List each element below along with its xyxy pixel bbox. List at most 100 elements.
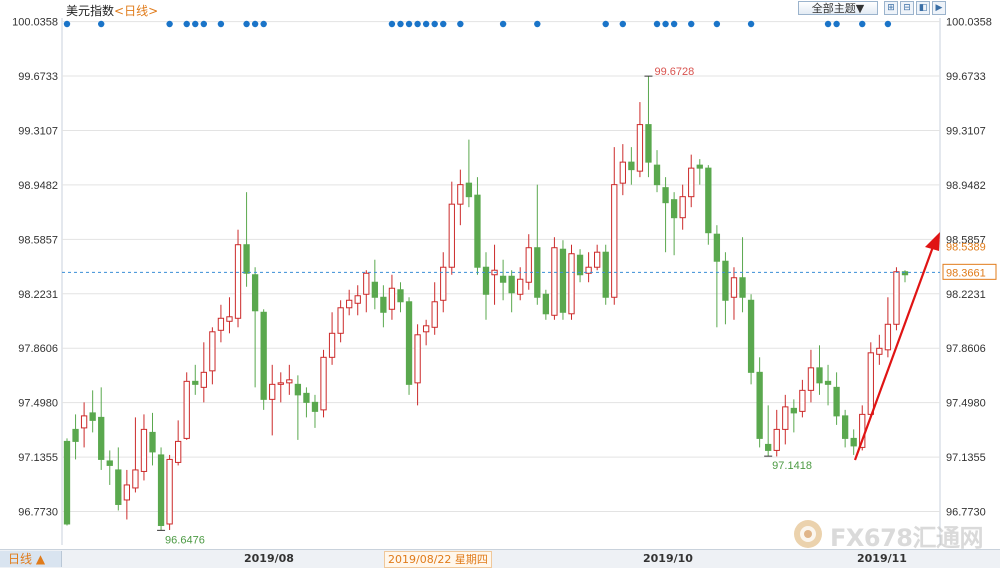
y-tick-label-left: 98.2231 <box>18 289 58 301</box>
y-tick-label-right: 97.4980 <box>946 398 986 410</box>
logo-icon <box>794 520 822 548</box>
candle-body <box>149 431 156 453</box>
candle-body <box>200 371 207 388</box>
candle-body <box>893 271 900 325</box>
candle-body <box>611 184 618 298</box>
candle-body <box>551 247 558 316</box>
candle-body <box>166 458 173 525</box>
candle-body <box>568 253 575 315</box>
event-marker-dot <box>431 20 438 28</box>
x-label-aug: 2019/08 <box>244 552 294 565</box>
event-marker-dot <box>884 20 892 28</box>
candle-body <box>337 307 344 334</box>
candle-body <box>132 469 139 489</box>
candle-body <box>260 311 267 400</box>
candle-body <box>841 415 849 439</box>
chart-header: 美元指数<日线> 全部主题▼ ⊞ ⊟ ◧ ▶ <box>0 0 1000 18</box>
candle-body <box>782 406 789 430</box>
candle-body <box>448 203 455 268</box>
event-marker-dot <box>243 20 250 28</box>
candle-body <box>251 274 259 312</box>
event-marker-dot <box>440 20 447 28</box>
candle-body <box>72 428 79 442</box>
cursor-date-label: 2019/08/22 星期四 <box>384 551 492 568</box>
candle-body <box>482 266 490 295</box>
candle-body <box>80 415 88 429</box>
candle-body <box>594 251 601 268</box>
candle-body <box>765 443 772 451</box>
high-annotation: 99.6728 <box>654 66 694 78</box>
event-marker-dot <box>98 20 105 28</box>
low-annotation: 97.1418 <box>772 460 812 472</box>
event-marker-dot <box>859 20 866 28</box>
candle-body <box>499 275 507 283</box>
candle-body <box>354 295 361 304</box>
candle-body <box>457 184 464 205</box>
candle-body <box>106 460 113 466</box>
candle-body <box>405 301 413 385</box>
candle-body <box>414 334 421 384</box>
replay-icon[interactable]: ◧ <box>916 1 930 15</box>
event-marker-dot <box>499 20 507 28</box>
candle-body <box>63 440 71 525</box>
period-tag[interactable]: <日线> <box>114 4 159 18</box>
candle-body <box>328 332 336 358</box>
event-marker-dot <box>662 20 669 28</box>
candle-body <box>303 392 310 403</box>
last-price-label: 98.3661 <box>946 267 986 279</box>
candle-body <box>311 401 319 412</box>
candle-body <box>234 244 242 319</box>
candle-body <box>226 316 233 322</box>
event-marker-dot <box>422 20 430 28</box>
candle-body <box>662 187 669 204</box>
candle-body <box>217 317 225 331</box>
y-tick-label-left: 97.4980 <box>18 398 58 410</box>
x-label-nov: 2019/11 <box>857 552 907 565</box>
candle-body <box>431 301 438 328</box>
event-marker-dot <box>192 20 199 28</box>
candle-body <box>243 244 250 274</box>
low-annotation: 96.6476 <box>165 534 205 546</box>
candle-body <box>773 428 780 451</box>
candlestick-chart[interactable]: 100.0358 100.0358 99.6733 99.6733 99.3107 99.… <box>0 0 1000 549</box>
event-marker-dot <box>405 20 413 28</box>
event-marker-dot <box>457 20 464 28</box>
candle-body <box>294 383 302 396</box>
y-tick-label-right: 97.1355 <box>946 452 986 464</box>
time-axis-bar: 日线 ▲ 2019/08 2019/08/22 星期四 2019/10 2019… <box>0 549 1000 568</box>
y-tick-label-left: 100.0358 <box>12 17 58 29</box>
y-tick-label-left: 97.8606 <box>18 343 58 355</box>
candle-body <box>807 367 815 391</box>
y-tick-label-right: 98.2231 <box>946 289 986 301</box>
candle-body <box>371 281 378 298</box>
zoom-in-icon[interactable]: ⊞ <box>884 1 898 15</box>
event-marker-dot <box>833 20 840 28</box>
y-tick-label-left: 99.3107 <box>18 126 58 138</box>
event-marker-dot <box>824 20 832 28</box>
event-marker-dot <box>260 20 267 28</box>
candle-body <box>380 296 387 313</box>
theme-select[interactable]: 全部主题▼ <box>798 1 878 15</box>
candle-body <box>799 389 806 412</box>
candle-body <box>559 248 567 313</box>
y-tick-label-left: 98.9482 <box>18 180 58 192</box>
event-marker-dot <box>200 20 208 28</box>
candle-body <box>619 161 626 184</box>
candle-body <box>474 194 481 268</box>
event-marker-dot <box>534 20 541 28</box>
y-tick-label-left: 99.6733 <box>18 71 58 83</box>
event-marker-dot <box>414 20 421 28</box>
candle-body <box>901 271 909 276</box>
y-tick-label-right: 98.5857 <box>946 234 986 246</box>
candle-body <box>542 293 550 315</box>
period-button[interactable]: 日线 ▲ <box>0 551 62 567</box>
candle-body <box>730 277 738 298</box>
candle-body <box>876 347 883 355</box>
candle-body <box>98 416 105 460</box>
instrument-name: 美元指数 <box>66 4 115 18</box>
expand-icon[interactable]: ▶ <box>932 1 946 15</box>
event-marker-dot <box>251 20 259 28</box>
zoom-out-icon[interactable]: ⊟ <box>900 1 914 15</box>
candle-body <box>517 278 524 295</box>
candle-body <box>739 277 746 298</box>
